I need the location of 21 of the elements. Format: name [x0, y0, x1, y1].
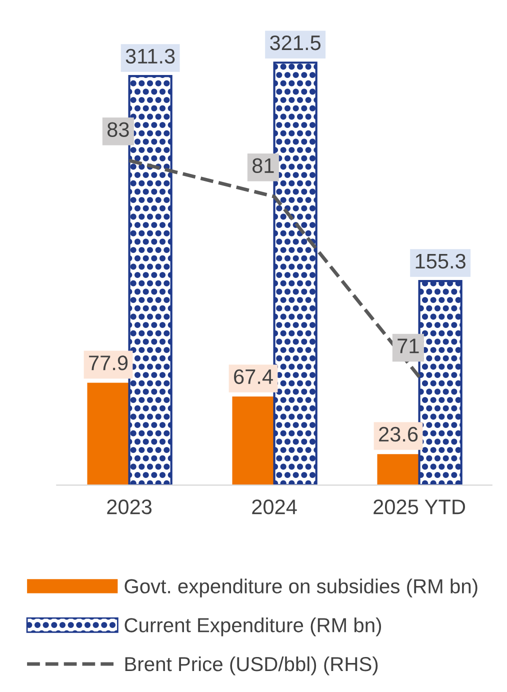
bar [273, 62, 318, 486]
data-label: 71 [398, 338, 419, 354]
data-label: 67.4 [234, 369, 273, 384]
bar [87, 382, 130, 486]
bar [232, 396, 274, 486]
data-label: 83 [107, 122, 129, 137]
bar [128, 75, 172, 486]
data-label: 155.3 [416, 254, 466, 269]
x-tick-label: 2024 [252, 500, 297, 514]
legend-label: Current Expenditure (RM bn) [124, 618, 382, 636]
bar [418, 280, 462, 486]
data-label: 77.9 [89, 356, 128, 370]
data-label: 311.3 [126, 48, 175, 64]
bar [377, 454, 420, 486]
legend-label: Brent Price (USD/bbl) (RHS) [125, 656, 378, 676]
data-label: 81 [252, 158, 274, 174]
x-tick-label: 2025 YTD [374, 500, 466, 514]
x-tick-label: 2023 [107, 500, 152, 514]
data-label: 23.6 [379, 426, 418, 442]
data-label: 321.5 [270, 35, 321, 50]
legend-label: Govt. expenditure on subsidies (RM bn) [124, 578, 478, 598]
